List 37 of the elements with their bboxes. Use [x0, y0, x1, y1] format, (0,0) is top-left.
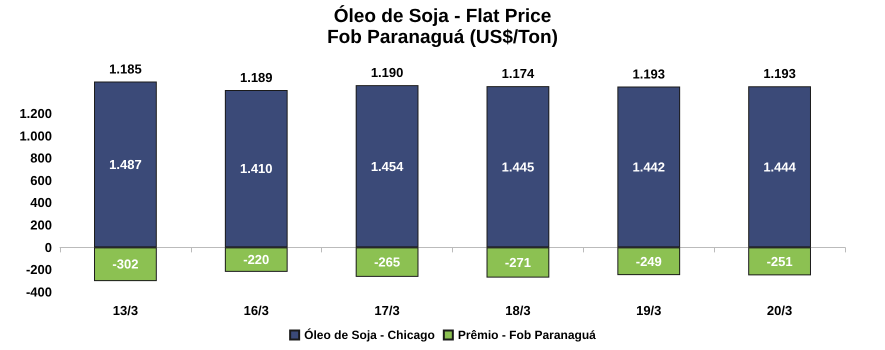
data-label: -302 [112, 256, 138, 272]
data-label: -220 [243, 252, 270, 268]
y-tick-label: 400 [30, 195, 52, 210]
y-tick-label: 600 [30, 172, 52, 188]
x-tick-label: 17/3 [374, 303, 400, 318]
total-label: 1.190 [370, 65, 404, 80]
data-label: -271 [504, 254, 531, 270]
legend-label: Óleo de Soja - Chicago [304, 328, 435, 342]
chart-title: Óleo de Soja - Flat Price [334, 5, 552, 27]
x-tick-label: 16/3 [244, 303, 269, 318]
y-tick-label: -400 [26, 284, 52, 300]
x-tick-label: 13/3 [112, 303, 138, 318]
total-label: 1.193 [632, 66, 666, 82]
data-label: 1.410 [240, 161, 273, 176]
x-tick-label: 19/3 [636, 303, 662, 318]
total-label: 1.193 [763, 66, 796, 82]
total-label: 1.174 [502, 66, 535, 82]
y-tick-label: 200 [30, 218, 52, 233]
y-tick-label: 1.200 [19, 106, 52, 121]
total-label: 1.185 [109, 61, 142, 76]
data-label: 1.445 [502, 159, 534, 174]
data-label: 1.454 [370, 158, 404, 174]
y-tick-label: 800 [30, 150, 52, 166]
chart-subtitle: Fob Paranaguá (US$/Ton) [327, 27, 558, 48]
legend-label: Prêmio - Fob Paranaguá [458, 328, 596, 342]
y-tick-label: 0 [44, 240, 52, 255]
y-tick-label: -200 [26, 262, 52, 278]
data-label: -265 [374, 254, 400, 270]
data-label: 1.442 [632, 159, 666, 174]
data-label: 1.487 [109, 156, 142, 172]
data-label: -251 [766, 254, 793, 269]
y-tick-label: 1.000 [19, 128, 52, 144]
x-tick-label: 20/3 [766, 303, 792, 318]
total-label: 1.189 [240, 70, 273, 86]
x-tick-label: 18/3 [505, 303, 531, 318]
data-label: -249 [636, 254, 662, 269]
data-label: 1.444 [763, 159, 797, 174]
